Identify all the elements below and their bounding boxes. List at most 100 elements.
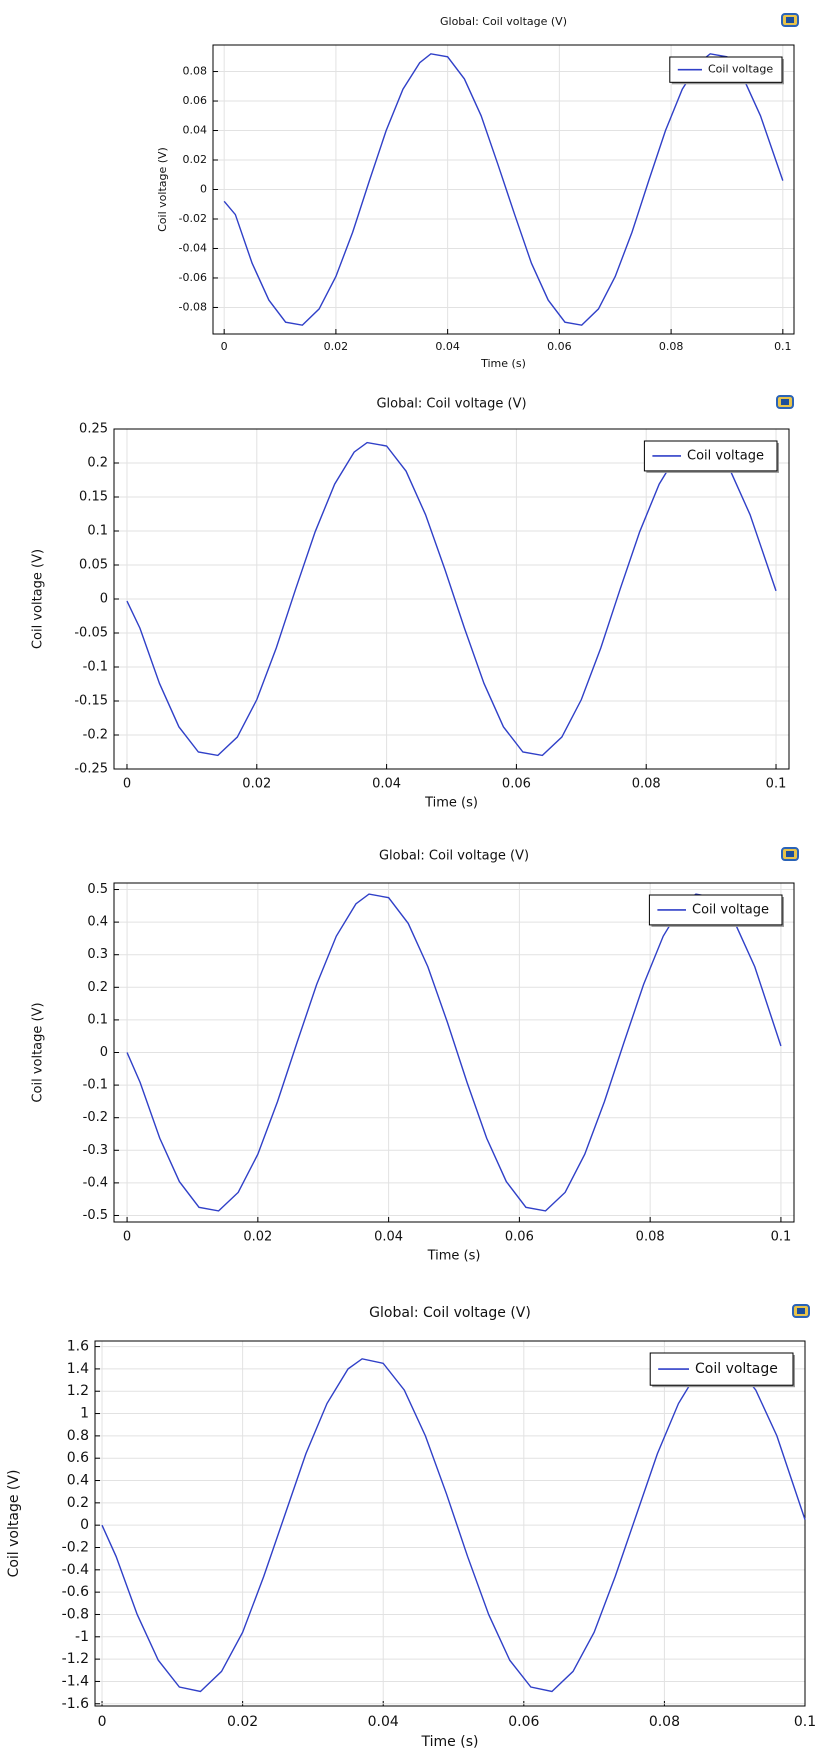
x-tick-label: 0.04: [435, 340, 460, 353]
y-tick-label: -0.1: [83, 1078, 108, 1093]
chart: Global: Coil voltage (V) 0 0.02 0.04 0.06 0.0…: [31, 847, 799, 1264]
y-tick-label: -1.2: [62, 1651, 89, 1667]
y-tick-label: 0.08: [183, 65, 208, 78]
y-tick-label: 0: [100, 592, 108, 607]
x-tick-label: 0.1: [794, 1714, 816, 1730]
y-tick-label: 1: [80, 1406, 89, 1422]
y-axis-label: Coil voltage (V): [6, 1470, 22, 1578]
icon-inner: [781, 399, 789, 405]
y-tick-label: 0.02: [183, 153, 208, 166]
y-tick-label: 0.5: [87, 882, 108, 897]
y-tick-label: -1.4: [62, 1673, 89, 1689]
x-tick-label: 0: [123, 1230, 131, 1245]
data-line: [126, 441, 777, 757]
chart: Global: Coil voltage (V) 0 0.02 0.04 0.06 0.0…: [156, 13, 799, 370]
y-tick-label: -0.5: [83, 1208, 108, 1223]
x-tick-label: 0.1: [774, 340, 792, 353]
x-axis-label: Time (s): [480, 357, 526, 370]
chart-title: Global: Coil voltage (V): [369, 1305, 531, 1321]
icon-inner: [797, 1308, 805, 1314]
y-tick-label: -0.6: [62, 1584, 89, 1600]
data-line: [101, 1358, 806, 1693]
x-tick-label: 0.1: [766, 777, 787, 792]
legend-label: Coil voltage: [687, 448, 764, 463]
chart-title: Global: Coil voltage (V): [376, 397, 526, 412]
x-tick-label: 0.08: [649, 1714, 680, 1730]
y-tick-label: 0.04: [183, 124, 208, 137]
icon-inner: [786, 17, 794, 23]
x-tick-label: 0.04: [372, 777, 401, 792]
x-tick-label: 0: [221, 340, 228, 353]
y-tick-label: -0.15: [74, 694, 108, 709]
y-tick-label: 1.4: [67, 1361, 89, 1377]
plot-frame: [113, 428, 790, 770]
x-tick-label: 0.02: [324, 340, 349, 353]
y-tick-label: -0.4: [83, 1175, 108, 1190]
icon-inner: [786, 851, 794, 857]
x-tick-label: 0.04: [368, 1714, 399, 1730]
y-tick-label: 0.1: [87, 524, 108, 539]
plot-frame: [113, 882, 795, 1223]
y-tick-label: 0: [200, 183, 207, 196]
x-tick-label: 0.1: [771, 1230, 792, 1245]
y-tick-label: -0.02: [179, 212, 207, 225]
y-axis-label: Coil voltage (V): [156, 147, 169, 232]
chart: Global: Coil voltage (V) 0 0.02 0.04 0.06 0.0…: [6, 1304, 816, 1750]
x-tick-label: 0.06: [502, 777, 531, 792]
chart-title: Global: Coil voltage (V): [440, 15, 567, 28]
y-tick-label: -0.2: [62, 1539, 89, 1555]
y-tick-label: -0.4: [62, 1562, 89, 1578]
y-tick-label: 1.2: [67, 1383, 89, 1399]
y-tick-label: 0: [100, 1045, 108, 1060]
y-tick-label: -0.04: [179, 241, 207, 254]
y-tick-label: 0.4: [87, 915, 108, 930]
y-tick-label: -0.05: [74, 626, 108, 641]
x-tick-label: 0.02: [242, 777, 271, 792]
plot-frame: [94, 1340, 806, 1707]
y-tick-label: -0.08: [179, 300, 207, 313]
y-tick-label: -0.25: [74, 762, 108, 777]
x-tick-label: 0.06: [508, 1714, 539, 1730]
x-tick-label: 0.02: [243, 1230, 272, 1245]
chart-title: Global: Coil voltage (V): [379, 849, 529, 864]
x-tick-label: 0.08: [659, 340, 684, 353]
x-tick-label: 0.08: [636, 1230, 665, 1245]
chart: Global: Coil voltage (V) 0 0.02 0.04 0.06 0.0…: [31, 395, 794, 811]
y-tick-label: 1.6: [67, 1339, 89, 1355]
x-axis-label: Time (s): [427, 1249, 481, 1264]
y-tick-label: 0.8: [67, 1428, 89, 1444]
y-tick-label: -0.06: [179, 271, 207, 284]
y-tick-label: 0.1: [87, 1012, 108, 1027]
x-tick-label: 0.06: [505, 1230, 534, 1245]
y-tick-label: 0.2: [87, 980, 108, 995]
y-tick-label: 0.2: [87, 456, 108, 471]
x-tick-label: 0.06: [547, 340, 572, 353]
x-tick-label: 0.02: [227, 1714, 258, 1730]
y-tick-label: 0.25: [79, 422, 108, 437]
x-tick-label: 0: [123, 777, 131, 792]
legend-label: Coil voltage: [692, 902, 769, 917]
y-tick-label: -0.3: [83, 1143, 108, 1158]
y-tick-label: 0.2: [67, 1495, 89, 1511]
y-tick-label: -1: [75, 1629, 89, 1645]
y-tick-label: 0.3: [87, 947, 108, 962]
x-tick-label: 0: [98, 1714, 107, 1730]
y-tick-label: -1.6: [62, 1696, 89, 1712]
x-axis-label: Time (s): [421, 1734, 479, 1750]
y-tick-label: 0.06: [183, 94, 208, 107]
y-tick-label: 0.6: [67, 1450, 89, 1466]
y-tick-label: 0.05: [79, 558, 108, 573]
x-tick-label: 0.08: [632, 777, 661, 792]
y-axis-label: Coil voltage (V): [31, 1002, 46, 1102]
y-tick-label: -0.1: [83, 660, 108, 675]
y-tick-label: 0.15: [79, 490, 108, 505]
y-tick-label: 0: [80, 1517, 89, 1533]
plot-frame: [212, 44, 795, 335]
y-tick-label: -0.8: [62, 1606, 89, 1622]
x-tick-label: 0.04: [374, 1230, 403, 1245]
y-axis-label: Coil voltage (V): [31, 549, 46, 649]
x-axis-label: Time (s): [424, 796, 478, 811]
legend-label: Coil voltage: [708, 63, 773, 76]
y-tick-label: 0.4: [67, 1473, 89, 1489]
y-tick-label: -0.2: [83, 728, 108, 743]
